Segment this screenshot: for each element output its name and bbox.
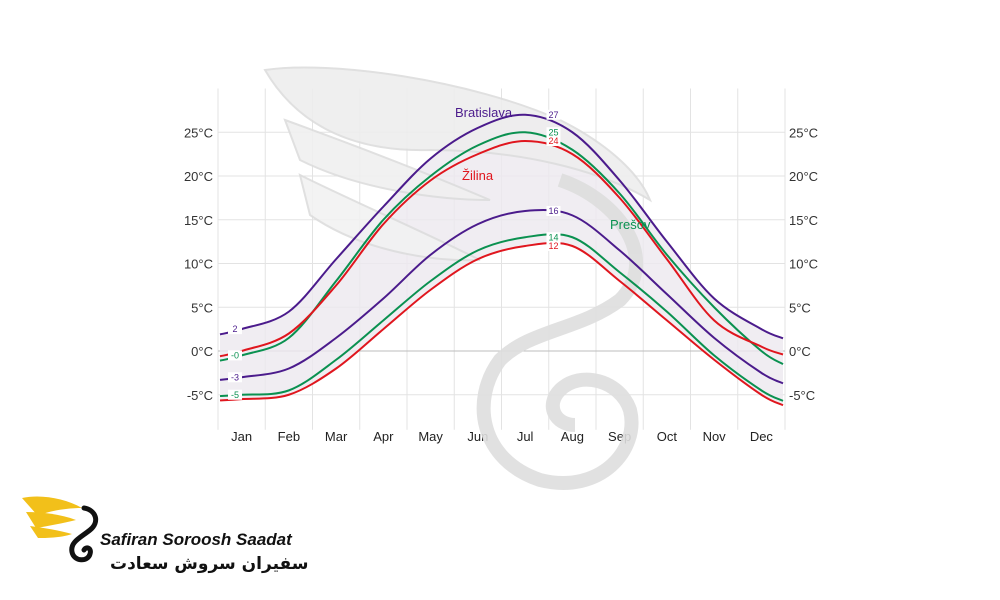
data-label: 27	[548, 110, 558, 120]
y-tick-label-left: -5°C	[187, 388, 213, 403]
x-tick-label: May	[418, 429, 443, 444]
temperature-range-band	[220, 114, 783, 406]
x-tick-label: Dec	[750, 429, 774, 444]
x-tick-label: Jan	[231, 429, 252, 444]
data-label: -5	[231, 390, 239, 400]
data-label: 25	[548, 127, 558, 137]
y-tick-label-left: 15°C	[184, 213, 213, 228]
watermark-logo-icon	[263, 66, 653, 490]
y-tick-label-right: 0°C	[789, 344, 811, 359]
y-tick-label-right: 20°C	[789, 169, 818, 184]
data-label-bg	[546, 232, 561, 243]
y-tick-label-right: 15°C	[789, 213, 818, 228]
data-label-bg	[228, 372, 242, 383]
y-tick-label-left: 0°C	[191, 344, 213, 359]
y-tick-label-right: 10°C	[789, 257, 818, 272]
x-tick-label: Feb	[278, 429, 300, 444]
city-label-zilina: Žilina	[462, 168, 494, 183]
city-label-bratislava: Bratislava	[455, 105, 513, 120]
city-label-presov: Prešov	[610, 217, 651, 232]
data-label-bg	[546, 109, 561, 120]
data-label: 12	[548, 241, 558, 251]
data-label-bg	[228, 389, 242, 400]
data-label: -3	[231, 372, 239, 382]
x-tick-label: Jul	[517, 429, 534, 444]
range-bands	[220, 114, 783, 406]
x-tick-label: Apr	[373, 429, 394, 444]
data-label-bg	[546, 136, 561, 146]
y-tick-label-left: 20°C	[184, 169, 213, 184]
y-tick-label-right: -5°C	[789, 388, 815, 403]
winged-s-logo-icon	[22, 496, 99, 563]
data-label-bg	[228, 324, 242, 335]
x-tick-label: Oct	[657, 429, 678, 444]
data-labels: 2 27 -3 16 -0 25 -5 14 24 12	[228, 109, 561, 400]
brand-name-english: Safiran Soroosh Saadat	[100, 530, 292, 549]
series-line-high	[219, 131, 784, 365]
y-tick-label-left: 10°C	[184, 257, 213, 272]
y-tick-label-left: 25°C	[184, 125, 213, 140]
series-line-high	[219, 113, 784, 340]
series-line-low	[219, 241, 784, 407]
brand-name-persian: سفیران سروش سعادت	[110, 554, 309, 574]
data-label-bg	[228, 350, 242, 361]
x-axis-months: Jan Feb Mar Apr May Jun Jul Aug Sep Oct Nov Dec	[231, 429, 773, 444]
y-tick-label-left: 5°C	[191, 300, 213, 315]
data-label-bg	[546, 241, 561, 251]
y-tick-label-right: 5°C	[789, 300, 811, 315]
x-tick-label: Aug	[561, 429, 584, 444]
x-tick-label: Nov	[703, 429, 727, 444]
data-label: -0	[231, 350, 239, 360]
series-lines	[219, 113, 784, 407]
y-axis-ticks: -5°C -5°C 0°C 0°C 5°C 5°C 10°C 10°C 15°C 15°C 20°C…	[184, 125, 818, 403]
data-label-bg	[546, 206, 561, 216]
data-label: 2	[232, 324, 237, 334]
series-line-low	[219, 233, 784, 402]
data-label: 16	[548, 206, 558, 216]
series-line-high	[219, 140, 784, 358]
x-tick-label: Mar	[325, 429, 348, 444]
y-tick-label-right: 25°C	[789, 125, 818, 140]
brand-logo: Safiran Soroosh Saadat سفیران سروش سعادت	[20, 490, 310, 585]
data-label-bg	[546, 127, 561, 138]
data-label: 14	[548, 232, 558, 242]
data-label: 24	[548, 136, 558, 146]
series-line-low	[219, 209, 784, 385]
